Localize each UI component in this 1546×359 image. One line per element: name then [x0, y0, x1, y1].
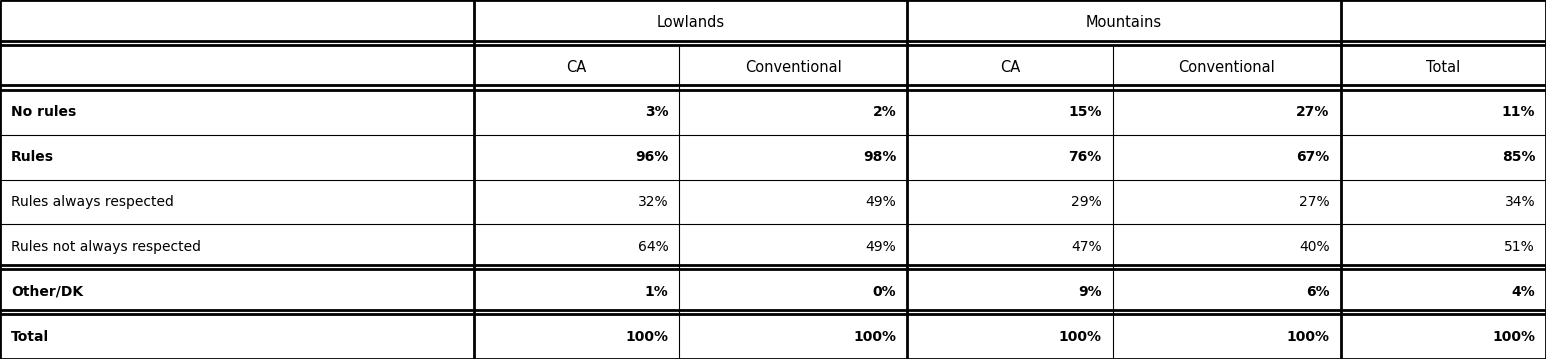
Text: 67%: 67%: [1297, 150, 1330, 164]
Text: 76%: 76%: [1068, 150, 1102, 164]
Text: Lowlands: Lowlands: [656, 15, 725, 30]
Text: 96%: 96%: [635, 150, 668, 164]
Text: 100%: 100%: [1059, 330, 1102, 344]
Text: 40%: 40%: [1299, 240, 1330, 254]
Text: No rules: No rules: [11, 105, 76, 119]
Text: 2%: 2%: [872, 105, 897, 119]
Text: Total: Total: [11, 330, 49, 344]
Text: 98%: 98%: [863, 150, 897, 164]
Text: 64%: 64%: [637, 240, 668, 254]
Text: 100%: 100%: [1286, 330, 1330, 344]
Text: 49%: 49%: [866, 195, 897, 209]
Text: 11%: 11%: [1501, 105, 1535, 119]
Text: Mountains: Mountains: [1085, 15, 1163, 30]
Text: 3%: 3%: [645, 105, 668, 119]
Text: 100%: 100%: [853, 330, 897, 344]
Text: 1%: 1%: [645, 285, 668, 299]
Text: 49%: 49%: [866, 240, 897, 254]
Text: Rules always respected: Rules always respected: [11, 195, 173, 209]
Text: 27%: 27%: [1299, 195, 1330, 209]
Text: 0%: 0%: [872, 285, 897, 299]
Text: 6%: 6%: [1306, 285, 1330, 299]
Text: 100%: 100%: [1492, 330, 1535, 344]
Text: 47%: 47%: [1071, 240, 1102, 254]
Text: 15%: 15%: [1068, 105, 1102, 119]
Text: 51%: 51%: [1504, 240, 1535, 254]
Text: 9%: 9%: [1078, 285, 1102, 299]
Text: Conventional: Conventional: [1178, 60, 1275, 75]
Text: 32%: 32%: [637, 195, 668, 209]
Text: Conventional: Conventional: [745, 60, 841, 75]
Text: Total: Total: [1425, 60, 1461, 75]
Text: CA: CA: [566, 60, 586, 75]
Text: 85%: 85%: [1501, 150, 1535, 164]
Text: Rules: Rules: [11, 150, 54, 164]
Text: 29%: 29%: [1071, 195, 1102, 209]
Text: CA: CA: [1000, 60, 1020, 75]
Text: 4%: 4%: [1512, 285, 1535, 299]
Text: 100%: 100%: [625, 330, 668, 344]
Text: 27%: 27%: [1296, 105, 1330, 119]
Text: 34%: 34%: [1504, 195, 1535, 209]
Text: Rules not always respected: Rules not always respected: [11, 240, 201, 254]
Text: Other/DK: Other/DK: [11, 285, 83, 299]
